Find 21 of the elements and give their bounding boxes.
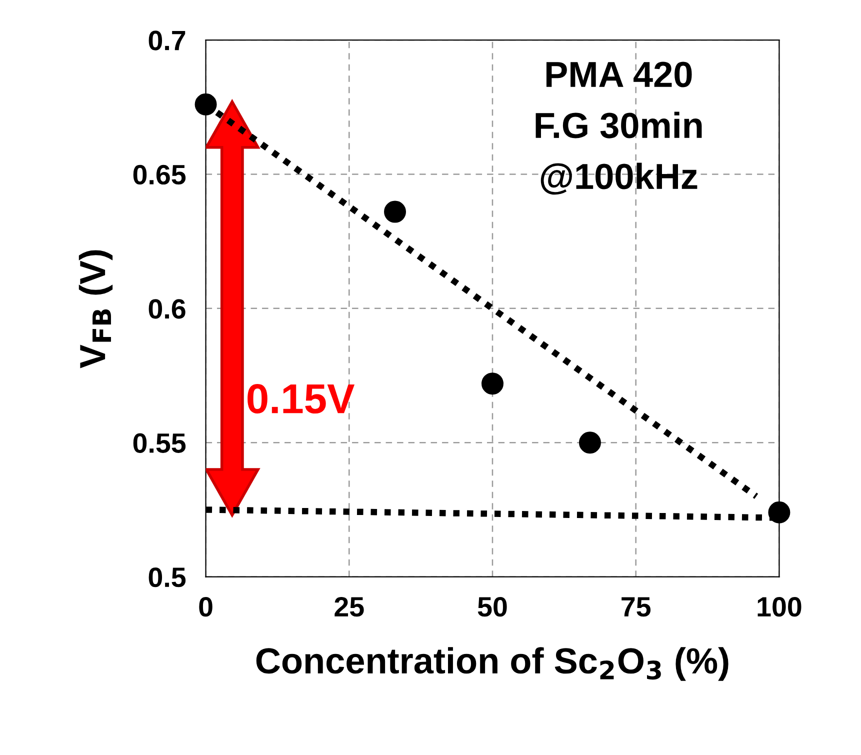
- y-tick-label: 0.6: [148, 299, 186, 319]
- point: [768, 501, 790, 524]
- point: [384, 200, 406, 223]
- x-tick-label: 100: [758, 597, 802, 617]
- annotation: @100kHz: [540, 162, 698, 195]
- x-tick-label: 0: [199, 597, 212, 617]
- x-tick-label: 50: [478, 597, 507, 617]
- point: [578, 432, 601, 454]
- annotation: 0.15V: [248, 384, 355, 414]
- y-axis-title: V$_{FB}$ (V): [78, 250, 113, 368]
- y-tick-label: 0.5: [148, 567, 186, 588]
- annotation: F.G 30min: [536, 112, 702, 138]
- point: [194, 93, 217, 116]
- annotation: PMA 420: [546, 62, 692, 88]
- point: [481, 372, 504, 395]
- y-tick-label: 0.65: [133, 164, 186, 185]
- x-tick-label: 25: [334, 597, 364, 617]
- y-tick-label: 0.55: [133, 433, 186, 453]
- y-tick-label: 0.7: [148, 30, 186, 50]
- x-tick-label: 75: [622, 597, 651, 617]
- x-axis-title: Concentration of Sc$_{2}$O$_{3}$ (%): [256, 647, 728, 681]
